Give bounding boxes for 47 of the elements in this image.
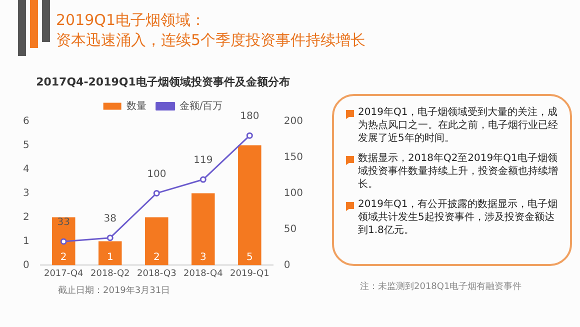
point xyxy=(246,132,253,139)
y2-tick-label: 200 xyxy=(284,116,304,127)
text: 数据显示，2018年Q2至2019年Q1电子烟领域投资事件数量持续上升，投资金额也持续增长。 xyxy=(358,153,558,190)
data-label: 100 xyxy=(147,168,166,180)
text: 2019年Q1，电子烟领域受到大量的关注，成为热点风口之一。在此之前，电子烟行业已经发展了近5年的时间。 xyxy=(358,107,558,144)
point xyxy=(60,238,67,245)
y-tick-label: 4 xyxy=(22,164,30,175)
data-label: 1 xyxy=(106,252,114,263)
y-tick-label: 2 xyxy=(22,212,30,223)
y-tick-label: 3 xyxy=(22,188,30,199)
chart-title: 2019Q1电子烟领域： xyxy=(56,10,207,30)
point xyxy=(106,234,114,242)
y-tick-label: 0 xyxy=(22,260,30,271)
data-label: 2 xyxy=(153,252,160,263)
y2-tick-label: 100 xyxy=(284,188,304,199)
data-label: 3 xyxy=(200,252,206,263)
data-label: 33 xyxy=(57,217,70,228)
y2-tick-label: 0 xyxy=(284,260,290,271)
point xyxy=(153,190,160,196)
y2-tick-label: 150 xyxy=(284,152,304,163)
legend-label: 数量 xyxy=(126,100,146,112)
data-label: 5 xyxy=(246,252,253,263)
y-tick-label: 6 xyxy=(22,116,30,127)
bar xyxy=(145,217,168,266)
chart-subtitle: 资本迅速涌入，连续5个季度投资事件持续增长 xyxy=(56,30,366,50)
x-tick-label: 2018-Q2 xyxy=(90,268,130,279)
bar xyxy=(52,217,76,266)
x-tick-label: 2019-Q1 xyxy=(230,268,270,279)
legend-label: 金额/百万 xyxy=(179,100,223,112)
bar xyxy=(192,193,215,266)
bar xyxy=(98,241,122,266)
text: 注：未监测到2018Q1电子烟有融资事件 xyxy=(360,280,522,293)
x-tick-label: 2017-Q4 xyxy=(44,268,84,279)
y2-tick-label: 50 xyxy=(284,224,297,235)
bar xyxy=(238,145,262,266)
data-label: 2 xyxy=(60,252,67,263)
y-tick-label: 5 xyxy=(22,140,30,151)
data-label: 38 xyxy=(104,213,116,224)
x-tick-label: 2018-Q3 xyxy=(136,268,176,279)
text: 2017Q4-2019Q1电子烟领域投资事件及金额分布 xyxy=(36,75,290,88)
y-tick-label: 1 xyxy=(22,236,30,247)
data-label: 119 xyxy=(194,155,213,166)
text: 截止日期：2019年3月31日 xyxy=(58,284,170,297)
point xyxy=(200,176,206,183)
data-label: 180 xyxy=(240,111,260,122)
x-tick-label: 2018-Q4 xyxy=(184,268,224,279)
text: 2019年Q1，有公开披露的数据显示，电子烟领域共计发生5起投资事件，涉及投资金额达到1.8亿元。 xyxy=(358,199,558,236)
